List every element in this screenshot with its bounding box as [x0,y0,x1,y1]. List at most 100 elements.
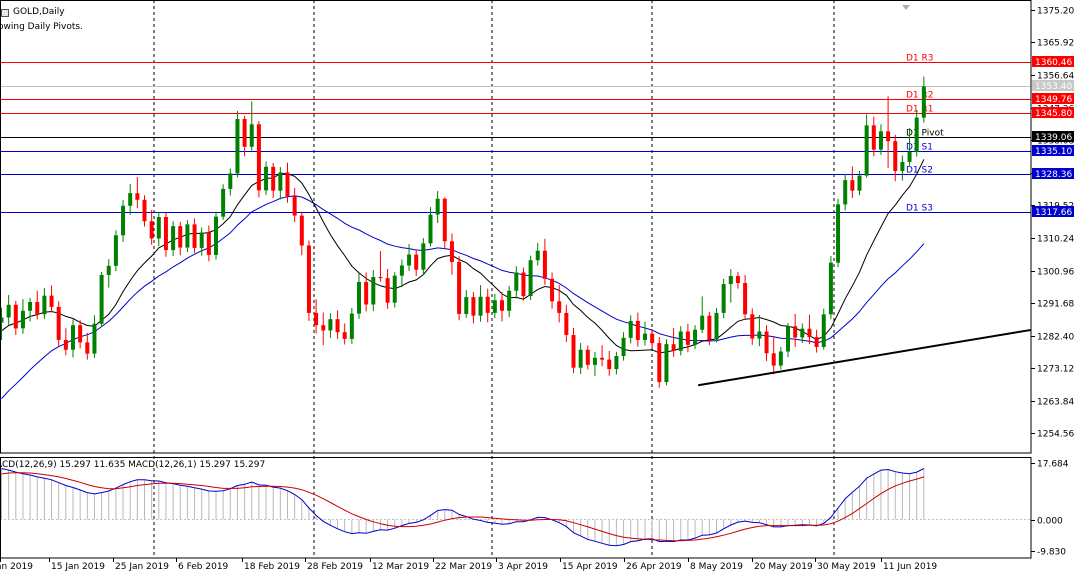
candle-body[interactable] [292,196,297,216]
candle-body[interactable] [643,333,647,340]
candle-body[interactable] [342,332,347,339]
candle-body[interactable] [921,86,926,118]
candle-body[interactable] [700,315,705,330]
candle-body[interactable] [256,124,261,191]
candle-body[interactable] [371,277,376,305]
candle-body[interactable] [378,277,383,279]
candle-body[interactable] [492,300,497,313]
candle-body[interactable] [78,325,83,343]
candle-body[interactable] [35,302,40,315]
candle-body[interactable] [449,241,454,262]
candle-body[interactable] [521,272,526,297]
candles[interactable] [0,76,926,388]
candle-body[interactable] [106,265,111,275]
candle-body[interactable] [893,141,898,172]
candle-body[interactable] [621,337,626,357]
candle-body[interactable] [99,274,104,324]
candle-body[interactable] [442,198,447,242]
candle-body[interactable] [857,175,862,191]
candle-body[interactable] [571,335,576,368]
candle-body[interactable] [564,312,569,336]
candle-body[interactable] [793,326,798,338]
candle-body[interactable] [399,265,404,276]
candle-body[interactable] [485,296,490,313]
candle-body[interactable] [778,351,783,366]
trendline-group[interactable] [698,328,1032,387]
candle-body[interactable] [592,357,597,365]
scroll-arrow-icon[interactable] [902,5,910,10]
candle-body[interactable] [271,166,276,191]
candle-body[interactable] [657,343,662,383]
candle-body[interactable] [750,314,755,339]
candle-body[interactable] [607,359,612,370]
candle-body[interactable] [385,278,390,303]
candle-body[interactable] [364,281,369,305]
candle-body[interactable] [693,329,698,345]
candle-body[interactable] [13,304,18,329]
candle-body[interactable] [156,217,161,239]
candle-body[interactable] [600,357,605,360]
candle-body[interactable] [285,172,290,197]
candle-body[interactable] [900,161,905,172]
candle-body[interactable] [178,226,183,248]
candle-body[interactable] [836,204,841,263]
candle-body[interactable] [428,214,433,244]
candle-body[interactable] [807,328,812,338]
candle-body[interactable] [707,315,712,340]
candle-body[interactable] [585,349,590,365]
candle-body[interactable] [128,193,133,206]
candle-body[interactable] [800,328,805,338]
candle-body[interactable] [757,331,762,339]
candle-body[interactable] [414,254,419,270]
candle-body[interactable] [464,297,469,314]
candle-body[interactable] [121,205,126,236]
candle-body[interactable] [199,232,204,248]
candle-body[interactable] [306,245,311,313]
candle-body[interactable] [421,243,426,270]
candle-body[interactable] [328,319,333,331]
candle-body[interactable] [735,276,740,284]
candle-body[interactable] [828,262,833,315]
candle-body[interactable] [457,261,462,314]
candle-body[interactable] [335,319,340,333]
candle-body[interactable] [635,320,640,340]
candle-body[interactable] [49,295,54,307]
candle-body[interactable] [435,198,440,215]
candle-body[interactable] [886,131,891,142]
chart-window-icon[interactable] [1,9,9,17]
candle-body[interactable] [135,193,140,200]
candle-body[interactable] [471,297,476,316]
candle-body[interactable] [71,325,75,350]
candle-body[interactable] [357,281,361,314]
candle-body[interactable] [721,284,726,313]
candle-body[interactable] [478,296,483,316]
candle-body[interactable] [20,310,25,329]
candle-body[interactable] [42,295,47,315]
candle-body[interactable] [850,180,855,191]
candle-body[interactable] [321,325,326,331]
candle-body[interactable] [163,217,168,251]
candle-body[interactable] [63,339,68,350]
candle-body[interactable] [743,283,748,315]
candle-body[interactable] [56,306,61,340]
candle-body[interactable] [535,250,540,261]
candle-body[interactable] [514,272,519,291]
candle-body[interactable] [0,317,4,323]
candle-body[interactable] [192,224,197,248]
candle-body[interactable] [914,117,919,153]
candle-body[interactable] [221,188,226,217]
candle-body[interactable] [185,224,190,248]
candle-body[interactable] [299,215,304,246]
candle-body[interactable] [142,199,147,222]
candle-body[interactable] [550,278,555,302]
candle-body[interactable] [264,166,269,191]
candle-body[interactable] [685,331,690,345]
candle-body[interactable] [249,124,254,147]
candle-body[interactable] [242,119,247,147]
candle-body[interactable] [714,312,719,340]
candle-body[interactable] [864,125,869,176]
candle-body[interactable] [235,119,240,174]
candle-body[interactable] [113,235,118,266]
